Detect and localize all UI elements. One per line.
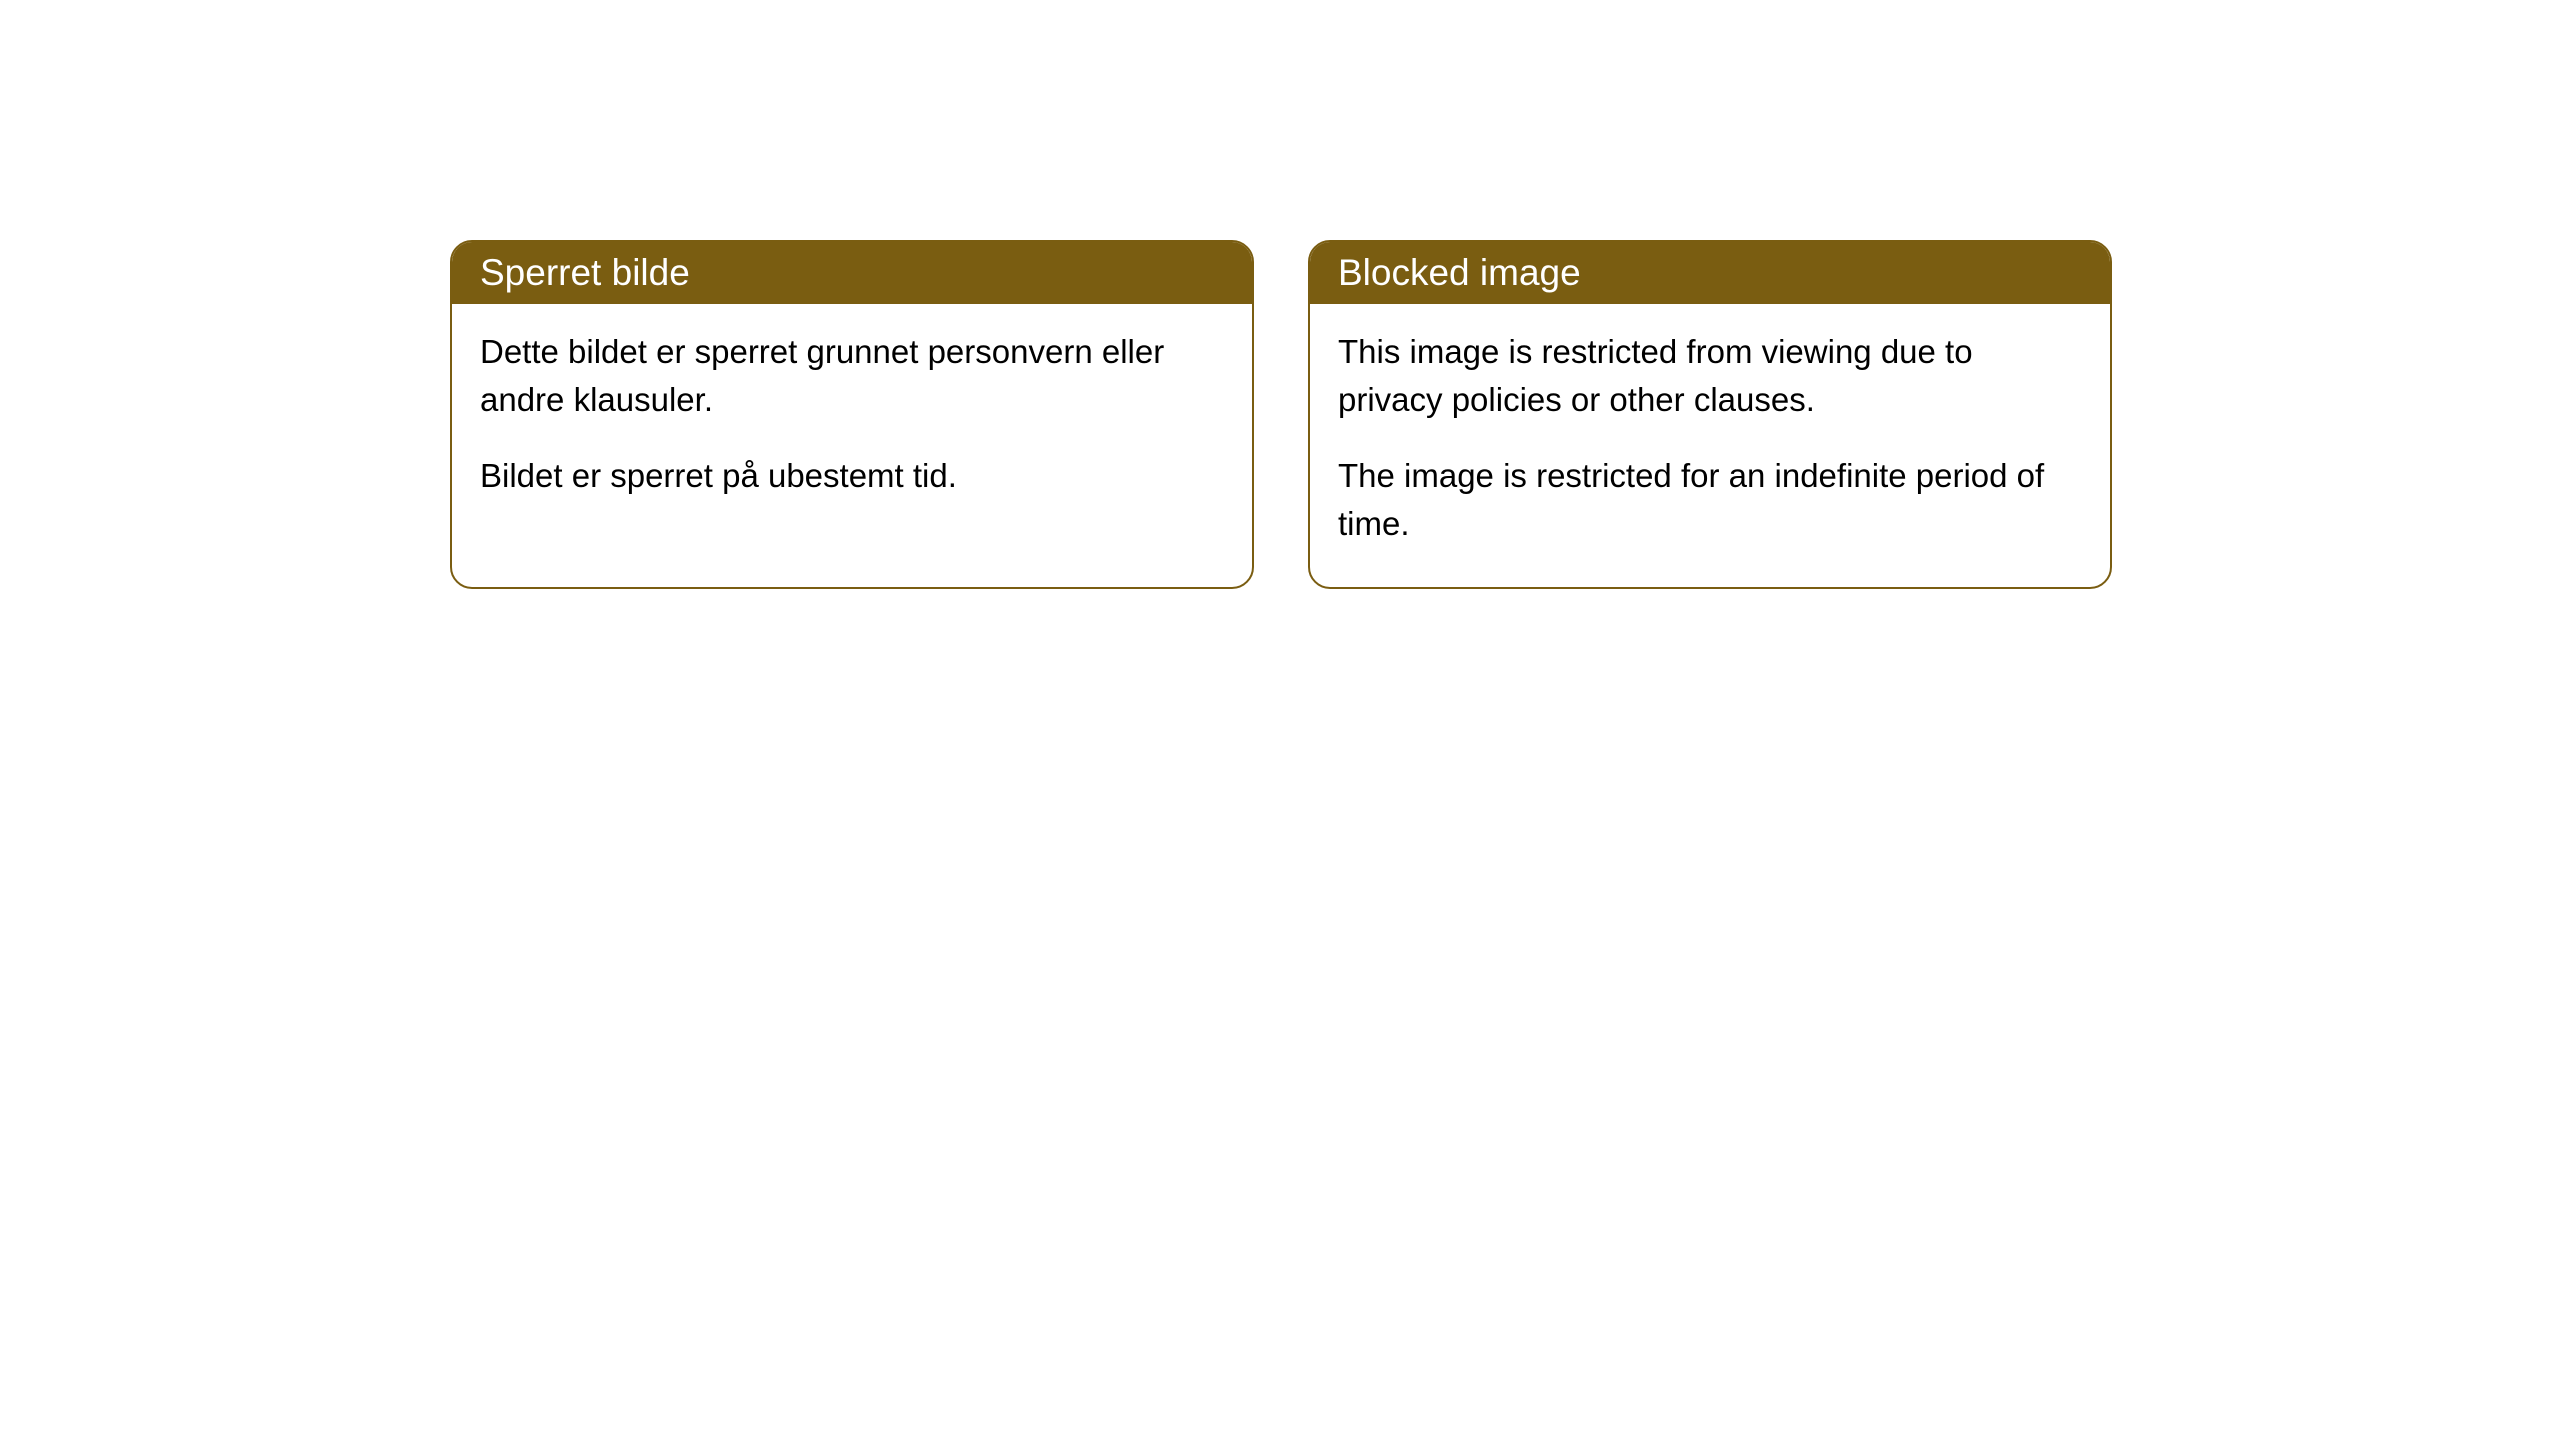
notice-text-line1: This image is restricted from viewing du… (1338, 328, 2082, 424)
cards-container: Sperret bilde Dette bildet er sperret gr… (0, 0, 2560, 589)
card-header-english: Blocked image (1310, 242, 2110, 304)
notice-text-line2: The image is restricted for an indefinit… (1338, 452, 2082, 548)
card-header-norwegian: Sperret bilde (452, 242, 1252, 304)
notice-text-line1: Dette bildet er sperret grunnet personve… (480, 328, 1224, 424)
notice-card-english: Blocked image This image is restricted f… (1308, 240, 2112, 589)
notice-text-line2: Bildet er sperret på ubestemt tid. (480, 452, 1224, 500)
card-body-norwegian: Dette bildet er sperret grunnet personve… (452, 304, 1252, 540)
card-body-english: This image is restricted from viewing du… (1310, 304, 2110, 587)
notice-card-norwegian: Sperret bilde Dette bildet er sperret gr… (450, 240, 1254, 589)
